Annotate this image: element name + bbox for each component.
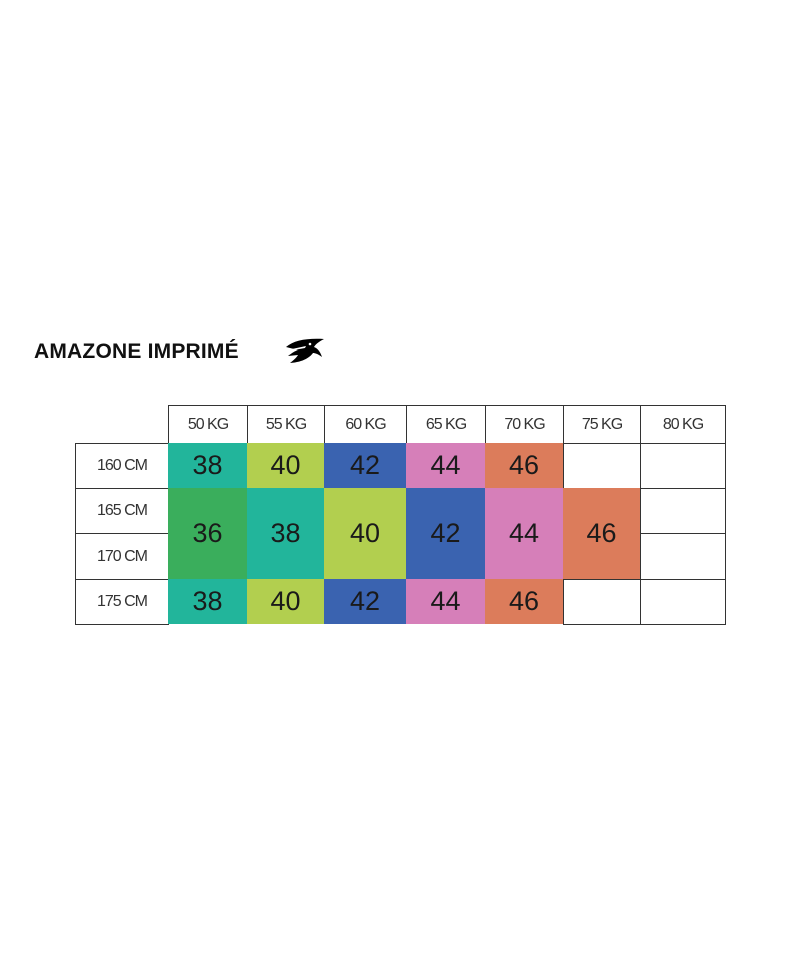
size-cell: 42 — [406, 488, 485, 579]
size-cell: 46 — [563, 488, 640, 579]
size-cell: 42 — [324, 579, 406, 624]
height-label: 160 CM — [75, 443, 169, 489]
height-label: 175 CM — [75, 579, 169, 625]
weight-header: 65 KG — [406, 405, 486, 444]
size-cell: 44 — [406, 443, 485, 488]
empty-cell — [640, 533, 726, 580]
empty-cell — [563, 443, 641, 489]
size-cell: 44 — [406, 579, 485, 624]
height-label: 165 CM — [75, 488, 169, 534]
empty-cell — [640, 443, 726, 489]
size-cell: 42 — [324, 443, 406, 488]
empty-cell — [640, 488, 726, 534]
weight-header: 50 KG — [168, 405, 248, 444]
product-title: AMAZONE IMPRIMÉ — [34, 340, 239, 363]
size-cell: 38 — [247, 488, 324, 579]
weight-header: 75 KG — [563, 405, 641, 444]
size-cell: 44 — [485, 488, 563, 579]
size-cell: 46 — [485, 443, 563, 488]
weight-header: 70 KG — [485, 405, 564, 444]
size-cell: 36 — [168, 488, 247, 579]
size-cell: 38 — [168, 443, 247, 488]
weight-header: 60 KG — [324, 405, 407, 444]
empty-cell — [563, 579, 641, 625]
empty-cell — [640, 579, 726, 625]
shark-icon — [286, 338, 324, 363]
size-cell: 38 — [168, 579, 247, 624]
size-cell: 46 — [485, 579, 563, 624]
height-label: 170 CM — [75, 533, 169, 580]
weight-header: 80 KG — [640, 405, 726, 444]
size-cell: 40 — [247, 443, 324, 488]
size-cell: 40 — [324, 488, 406, 579]
weight-header: 55 KG — [247, 405, 325, 444]
size-cell: 40 — [247, 579, 324, 624]
